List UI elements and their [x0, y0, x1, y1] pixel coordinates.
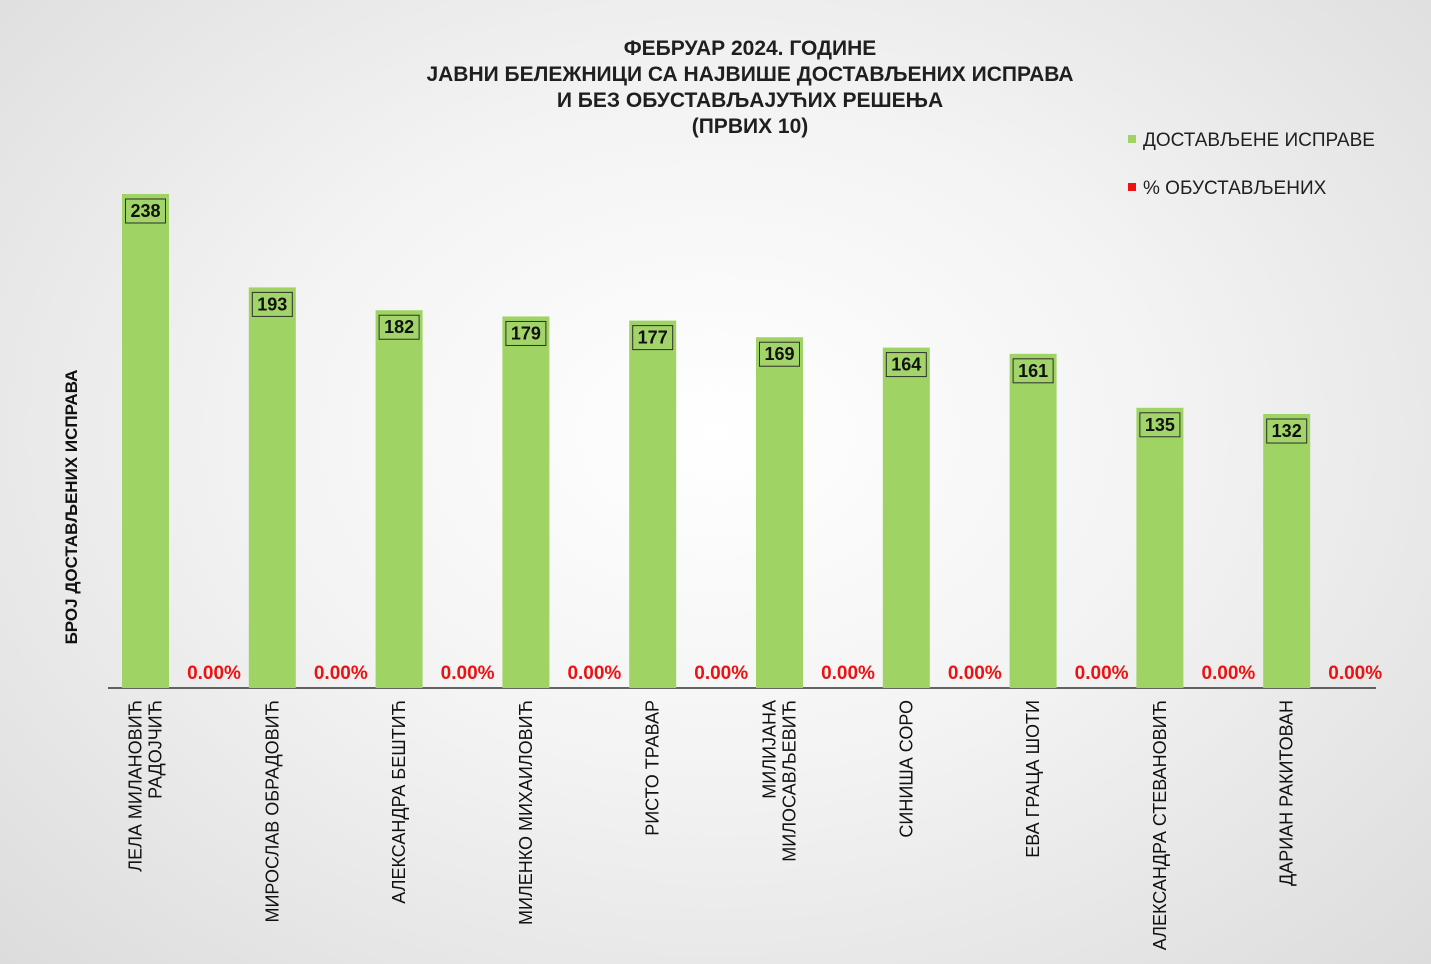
- data-label-box: [632, 325, 674, 351]
- bar-delivered: [1009, 353, 1057, 688]
- category-label-line: МИЛИЈАНА: [760, 700, 780, 799]
- category-label: МИЛЕНКО МИХАИЛОВИЋ: [516, 700, 536, 925]
- data-label-suspended-pct: 0.00%: [821, 663, 875, 684]
- chart-title: ФЕБРУАР 2024. ГОДИНЕ ЈАВНИ БЕЛЕЖНИЦИ СА …: [250, 36, 1250, 140]
- category-label-line: ДАРИАН РАКИТОВАН: [1277, 700, 1297, 886]
- category-label: ЕВА ГРАЦА ШОТИ: [1023, 700, 1043, 858]
- bar-delivered: [629, 320, 677, 688]
- data-label-delivered: 177: [638, 328, 668, 348]
- category-label-line: ЛЕЛА МИЛАНОВИЋ: [126, 700, 146, 872]
- data-label-suspended-pct: 0.00%: [187, 663, 241, 684]
- chart-title-line-1: ФЕБРУАР 2024. ГОДИНЕ: [623, 37, 877, 60]
- legend: ДОСТАВЉЕНЕ ИСПРАВЕ % ОБУСТАВЉЕНИХ: [1128, 130, 1418, 226]
- data-label-suspended-pct: 0.00%: [441, 663, 495, 684]
- category-label: АЛЕКСАНДРА СТЕВАНОВИЋ: [1150, 700, 1170, 950]
- data-label-delivered: 193: [257, 294, 287, 314]
- chart-title-line-4: (ПРВИХ 10): [691, 115, 809, 138]
- data-label-box: [1266, 418, 1308, 444]
- category-label: ДАРИАН РАКИТОВАН: [1277, 700, 1297, 886]
- category-label-line: МИРОСЛАВ ОБРАДОВИЋ: [262, 700, 282, 923]
- bar-delivered: [1263, 414, 1311, 688]
- data-label-suspended-pct: 0.00%: [1201, 663, 1255, 684]
- category-label-line: АЛЕКСАНДРА БЕШТИЋ: [389, 700, 409, 904]
- legend-item-suspended: % ОБУСТАВЉЕНИХ: [1128, 178, 1418, 202]
- category-label-line: МИЛОСАВЉЕВИЋ: [780, 700, 800, 862]
- data-label-suspended-pct: 0.00%: [314, 663, 368, 684]
- category-label-line: АЛЕКСАНДРА СТЕВАНОВИЋ: [1150, 700, 1170, 950]
- category-label-line: МИЛЕНКО МИХАИЛОВИЋ: [516, 700, 536, 925]
- data-label-suspended-pct: 0.00%: [1075, 663, 1129, 684]
- data-label-delivered: 132: [1272, 421, 1302, 441]
- bar-delivered: [756, 337, 803, 688]
- data-label-delivered: 169: [764, 344, 794, 364]
- data-label-box: [378, 314, 420, 340]
- legend-label-suspended: % ОБУСТАВЉЕНИХ: [1143, 178, 1327, 199]
- category-label: МИРОСЛАВ ОБРАДОВИЋ: [262, 700, 282, 923]
- data-label-box: [1012, 358, 1054, 384]
- bar-delivered: [248, 287, 296, 688]
- data-label-box: [125, 198, 166, 224]
- data-label-delivered: 182: [384, 317, 414, 337]
- bar-delivered: [122, 194, 169, 688]
- data-label-suspended-pct: 0.00%: [1328, 663, 1382, 684]
- bar-delivered: [882, 347, 930, 688]
- category-label-line: РАДОЈЧИЋ: [146, 700, 166, 799]
- data-label-box: [505, 320, 547, 346]
- data-label-suspended-pct: 0.00%: [694, 663, 748, 684]
- bar-delivered: [502, 316, 550, 688]
- category-label: СИНИША СОРО: [896, 700, 916, 838]
- category-label-line: СИНИША СОРО: [896, 700, 916, 838]
- category-label: АЛЕКСАНДРА БЕШТИЋ: [389, 700, 409, 904]
- legend-swatch-delivered: [1128, 135, 1136, 144]
- legend-swatch-suspended: [1128, 183, 1136, 192]
- data-label-box: [885, 352, 927, 378]
- legend-item-delivered: ДОСТАВЉЕНЕ ИСПРАВЕ: [1128, 130, 1418, 154]
- category-label-line: РИСТО ТРАВАР: [643, 700, 663, 836]
- data-label-suspended-pct: 0.00%: [948, 663, 1002, 684]
- data-label-delivered: 179: [511, 323, 541, 343]
- bar-delivered: [375, 310, 423, 688]
- category-label-line: ЕВА ГРАЦА ШОТИ: [1023, 700, 1043, 858]
- category-label: ЛЕЛА МИЛАНОВИЋ РАДОЈЧИЋ: [126, 700, 166, 872]
- data-label-delivered: 164: [891, 355, 921, 375]
- data-label-delivered: 238: [130, 201, 160, 221]
- data-label-box: [251, 291, 293, 317]
- bar-delivered: [1136, 407, 1184, 688]
- category-label: РИСТО ТРАВАР: [643, 700, 663, 836]
- data-label-box: [1139, 412, 1181, 438]
- chart-title-line-2: ЈАВНИ БЕЛЕЖНИЦИ СА НАЈВИШЕ ДОСТАВЉЕНИХ И…: [426, 63, 1074, 86]
- legend-label-delivered: ДОСТАВЉЕНЕ ИСПРАВЕ: [1143, 130, 1375, 151]
- data-label-suspended-pct: 0.00%: [567, 663, 621, 684]
- data-label-delivered: 135: [1145, 415, 1175, 435]
- data-label-delivered: 161: [1018, 361, 1048, 381]
- chart-title-line-3: И БЕЗ ОБУСТАВЉАЈУЋИХ РЕШЕЊА: [556, 89, 944, 112]
- data-label-box: [759, 341, 800, 367]
- category-label: МИЛИЈАНА МИЛОСАВЉЕВИЋ: [760, 700, 800, 862]
